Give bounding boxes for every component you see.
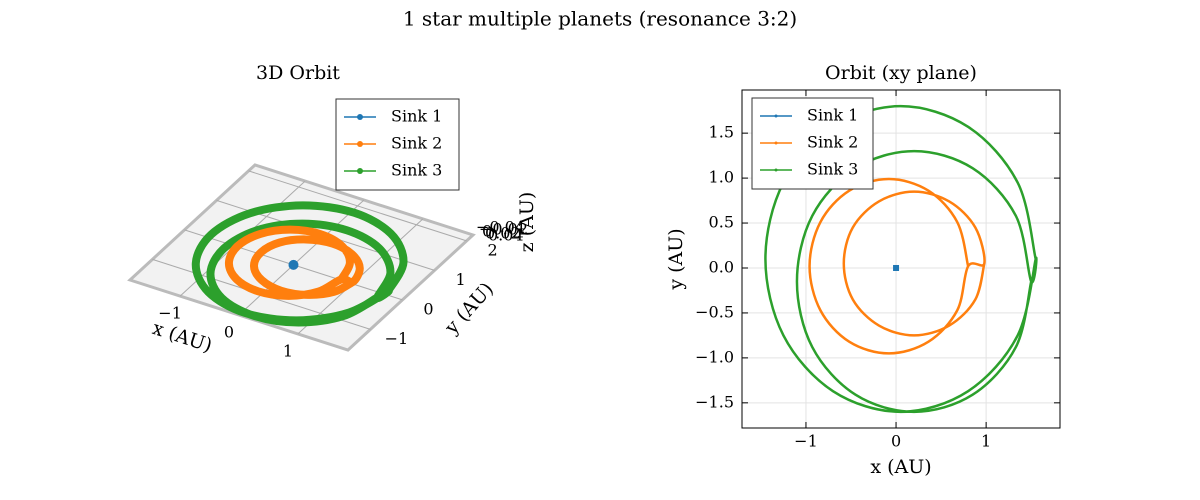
legend-marker [774, 114, 778, 118]
legend-label: Sink 1 [807, 106, 858, 125]
legend-label: Sink 1 [391, 107, 442, 126]
z-tick-label: 0.04 [488, 226, 524, 245]
legend-marker [357, 114, 363, 120]
y-tick-label: −1.0 [695, 347, 734, 366]
legend-marker [774, 141, 778, 145]
x-tick-label: 0 [224, 323, 234, 342]
legend-marker [357, 141, 363, 147]
z-tick-label: 0.02 [485, 224, 521, 243]
y-tick-label: 1.5 [709, 123, 734, 142]
y-tick-label: 1 [455, 270, 465, 289]
orbit-point [288, 259, 299, 270]
y-tick-label: −0.5 [695, 302, 734, 321]
y-tick-label: −1 [385, 329, 409, 348]
y-tick-label: 1.0 [709, 168, 734, 187]
z-tick-label: 0 [482, 222, 492, 241]
y-tick-label: 0 [423, 299, 433, 318]
orbit-line [808, 177, 986, 355]
z-axis-label: z (AU) [516, 192, 538, 253]
x-tick-label: 0 [891, 432, 901, 451]
legend-label: Sink 3 [807, 160, 858, 179]
legend-marker [357, 168, 363, 174]
z-tick-label: −0.02 [479, 220, 528, 239]
z-tick-label: −0.04 [476, 218, 525, 237]
axes-frame [741, 89, 1061, 429]
grid-line [248, 170, 467, 242]
y-axis-label: y (AU) [665, 228, 687, 290]
x-tick-label: 1 [981, 432, 991, 451]
legend-label: Sink 3 [391, 161, 442, 180]
legend-marker [774, 168, 778, 172]
x-tick-label: −1 [158, 304, 182, 323]
orbit-line [224, 225, 364, 300]
x-tick-label: 1 [283, 341, 293, 360]
orbit-point [893, 264, 900, 271]
y-tick-label: −1.5 [695, 392, 734, 411]
x-tick-label: −1 [794, 432, 818, 451]
orbit-line [191, 201, 408, 327]
legend-label: Sink 2 [391, 134, 442, 153]
chart-title: 3D Orbit [256, 62, 340, 84]
y-tick-label: 0.5 [709, 213, 734, 232]
y-tick-label: 2 [487, 240, 497, 259]
chart-title: Orbit (xy plane) [825, 62, 977, 84]
figure-title: 1 star multiple planets (resonance 3:2) [403, 7, 797, 31]
x-axis-label: x (AU) [870, 456, 931, 478]
y-tick-label: 0.0 [709, 257, 734, 276]
legend-label: Sink 2 [807, 133, 858, 152]
